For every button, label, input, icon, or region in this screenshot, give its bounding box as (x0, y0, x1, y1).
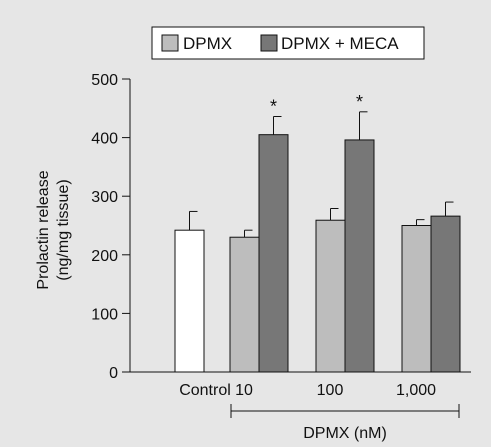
bar-dpmx-1000 (401, 225, 432, 373)
bar-control (174, 229, 205, 373)
legend-swatch-dpmx-meca (260, 34, 278, 52)
bar-dpmx-meca-10 (258, 134, 289, 373)
x-tick-label-1000: 1,000 (396, 382, 436, 399)
bar-dpmx-100 (315, 219, 346, 373)
bar-dpmx-meca-100 (344, 139, 375, 373)
significance-mark-100: * (356, 92, 363, 112)
x-tick-label-10: 10 (235, 382, 253, 399)
legend-swatch-dpmx (161, 34, 179, 52)
y-tick-label-0: 0 (109, 365, 118, 382)
x-axis-group-label: DPMX (nM) (303, 425, 387, 442)
y-tick-label-400: 400 (91, 131, 118, 148)
y-axis-label-line-1: Prolactin release (35, 170, 52, 289)
legend-box (151, 26, 425, 60)
y-tick-label-200: 200 (91, 248, 118, 265)
bar-dpmx-10 (229, 236, 260, 373)
significance-mark-10: * (270, 97, 277, 117)
y-tick-label-500: 500 (91, 72, 118, 89)
x-tick-label-Control: Control (179, 382, 231, 399)
y-tick-label-100: 100 (91, 306, 118, 323)
x-tick-label-100: 100 (317, 382, 344, 399)
y-axis-label-line-2: (ng/mg tissue) (55, 179, 72, 280)
bar-dpmx-meca-1000 (430, 215, 461, 373)
y-tick-label-300: 300 (91, 189, 118, 206)
legend-label-dpmx-meca: DPMX + MECA (281, 34, 399, 53)
legend-label-dpmx: DPMX (183, 34, 232, 53)
legend: DPMX DPMX + MECA (151, 26, 425, 60)
